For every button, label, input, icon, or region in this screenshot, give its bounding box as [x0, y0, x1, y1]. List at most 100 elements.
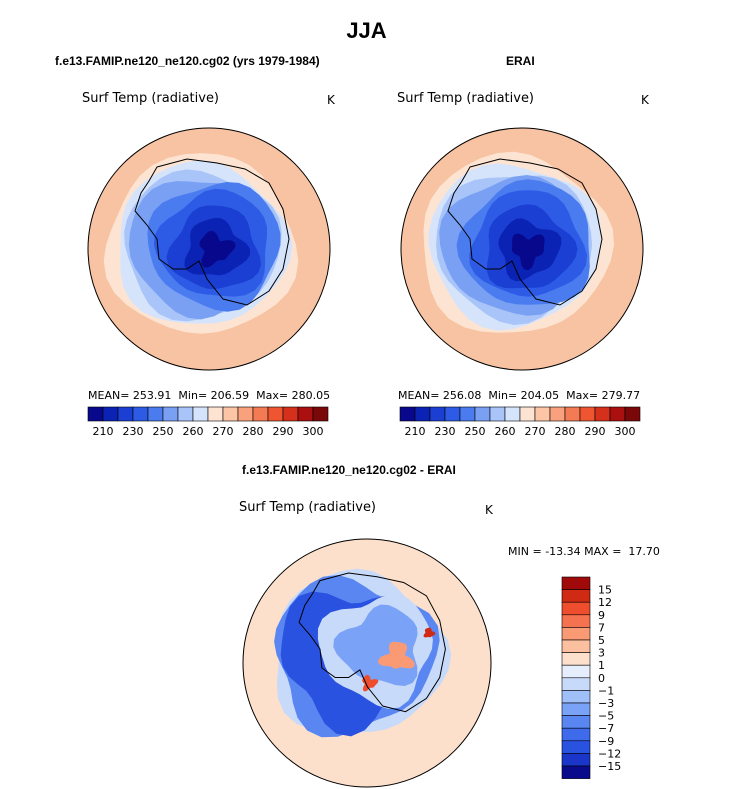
colorbar-tick-label: 290	[273, 425, 294, 438]
colorbar-box	[519, 406, 536, 422]
max-value: 279.77	[601, 389, 641, 402]
colorbar-box	[267, 406, 284, 422]
colorbar-box	[549, 406, 566, 422]
min-value: 206.59	[210, 389, 250, 402]
map-difference	[243, 539, 491, 787]
contour-band	[378, 641, 415, 669]
colorbar-box	[282, 406, 299, 422]
colorbar-box	[252, 406, 269, 422]
min-value: 204.05	[520, 389, 560, 402]
map-obs	[401, 128, 643, 370]
colorbar-box	[117, 406, 134, 422]
colorbar-box	[561, 740, 591, 754]
colorbar-tick-label: 300	[303, 425, 324, 438]
colorbar-tick-label: 260	[183, 425, 204, 438]
colorbar-box	[561, 727, 591, 742]
max-label: Max=	[256, 389, 289, 402]
colorbar-tick-label: 9	[598, 609, 605, 622]
colorbar-box	[561, 690, 591, 704]
colorbar-box	[444, 406, 461, 422]
colorbars-layer: 210 230 250 260 270 280 290 300 210 230 250 260 270 2…	[87, 406, 641, 779]
colorbar-tick-label: 300	[615, 425, 636, 438]
map-border	[87, 127, 331, 371]
colorbar-tick-label: 7	[598, 621, 605, 634]
contour-band	[362, 674, 379, 692]
colorbar-box	[237, 406, 254, 422]
colorbar-tick-label: −9	[598, 735, 614, 748]
colorbar-tick-label: 5	[598, 634, 605, 647]
min-label: Min=	[178, 389, 208, 402]
colorbar-tick-label: −5	[598, 710, 614, 723]
colorbar-box	[222, 406, 239, 422]
colorbar-box	[474, 406, 491, 422]
mean-label: MEAN=	[88, 389, 130, 402]
colorbar-box	[312, 406, 329, 422]
colorbar-box	[579, 406, 596, 422]
panel-diff-stats: MIN = -13.34 MAX = 17.70	[508, 545, 660, 558]
colorbar-tick-label: 260	[495, 425, 516, 438]
panel-diff-variable: Surf Temp (radiative)	[239, 500, 377, 515]
panel-model-title: f.e13.FAMIP.ne120_ne120.cg02 (yrs 1979-1…	[55, 54, 320, 68]
colorbar-box	[147, 406, 164, 422]
colorbar-box	[504, 406, 521, 422]
colorbar-box	[102, 406, 119, 422]
map-border	[400, 127, 644, 371]
colorbar-box	[561, 677, 591, 691]
figure-title: JJA	[346, 18, 387, 43]
colorbar-tick-label: 15	[598, 584, 612, 597]
colorbar-box	[177, 406, 194, 422]
colorbar-tick-label: 270	[213, 425, 234, 438]
colorbar-tick-label: −12	[598, 747, 621, 760]
colorbar-box	[594, 406, 611, 422]
coastline	[134, 158, 290, 306]
colorbar-tick-label: 230	[435, 425, 456, 438]
colorbar-box	[561, 765, 591, 779]
colorbar-box	[561, 639, 591, 653]
colorbar-box	[561, 715, 591, 729]
colorbar-box	[429, 406, 446, 422]
mean-value: 256.08	[442, 389, 482, 402]
maps-layer	[87, 127, 644, 788]
panel-obs-variable: Surf Temp (radiative)	[397, 91, 535, 106]
coastline	[447, 158, 603, 306]
colorbar-box	[561, 601, 591, 616]
colorbar-tick-label: −15	[598, 760, 621, 773]
colorbar-tick-label: 250	[465, 425, 486, 438]
contour-band	[199, 230, 236, 268]
colorbar-box	[561, 652, 591, 666]
colorbar-box	[207, 406, 224, 422]
colorbar-box	[561, 614, 591, 628]
colorbar-box	[87, 406, 104, 422]
colorbar-box	[564, 406, 581, 422]
colorbar-box	[561, 576, 591, 590]
colorbar-tick-label: 1	[598, 659, 605, 672]
mean-label: MEAN=	[398, 389, 440, 402]
colorbar-tick-label: 270	[525, 425, 546, 438]
colorbar-tick-label: −7	[598, 722, 614, 735]
min-label: Min=	[488, 389, 518, 402]
panel-model-units: K	[327, 93, 335, 107]
colorbar-box	[192, 406, 209, 422]
colorbar-box	[489, 406, 506, 422]
colorbar-tick-label: 12	[598, 596, 612, 609]
colorbar-box	[561, 664, 591, 679]
colorbar-box	[624, 406, 641, 422]
max-value: 17.70	[628, 545, 660, 558]
colorbar-box	[609, 406, 626, 422]
colorbar-box	[414, 406, 431, 422]
panel-model-variable: Surf Temp (radiative)	[82, 91, 220, 106]
colorbar-box	[162, 406, 179, 422]
colorbar-tick-label: 210	[405, 425, 426, 438]
colorbar-model: 210 230 250 260 270 280 290 300	[87, 406, 329, 438]
map-border	[242, 538, 492, 788]
colorbar-tick-label: 290	[585, 425, 606, 438]
colorbar-tick-label: 280	[555, 425, 576, 438]
colorbar-box	[561, 753, 591, 767]
colorbar-obs: 210 230 250 260 270 280 290 300	[399, 406, 641, 438]
colorbar-box	[297, 406, 314, 422]
map-model	[88, 128, 330, 370]
contour-band	[423, 627, 436, 638]
colorbar-box	[561, 589, 591, 603]
